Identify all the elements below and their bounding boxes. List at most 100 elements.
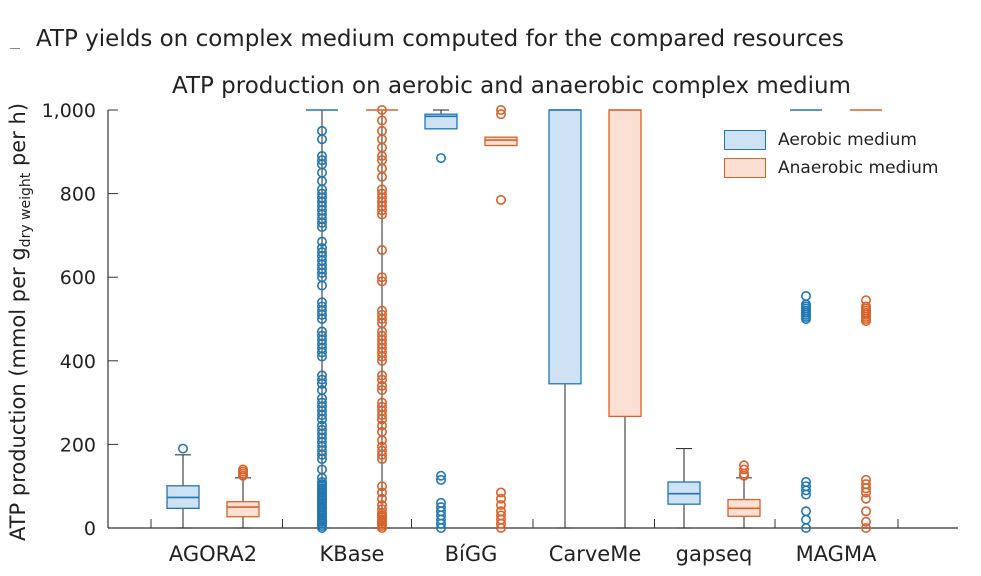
outlier-point-aerobic <box>800 291 811 302</box>
x-tick-label: MAGMA <box>796 542 878 566</box>
outlier-point-anaerobic <box>495 194 506 205</box>
outlier-point-anaerobic <box>495 487 506 498</box>
outlier-point-aerobic <box>316 242 327 253</box>
outlier-point-anaerobic <box>376 481 387 492</box>
outlier-point-anaerobic <box>376 272 387 283</box>
outlier-point-anaerobic <box>376 370 387 381</box>
outlier-point-aerobic <box>316 464 327 475</box>
outlier-point-aerobic <box>178 443 189 454</box>
outlier-point-aerobic <box>435 470 446 481</box>
outlier-point-aerobic <box>435 497 446 508</box>
outlier-point-anaerobic <box>376 380 387 391</box>
outlier-point-anaerobic <box>376 330 387 341</box>
outlier-point-anaerobic <box>238 464 249 475</box>
x-tick-label: CarveMe <box>549 542 642 566</box>
y-tick-label: 600 <box>60 267 96 289</box>
box-aerobic <box>548 109 582 385</box>
outlier-point-aerobic <box>316 385 327 396</box>
x-tick-label: gapseq <box>676 542 753 566</box>
outlier-point-anaerobic <box>376 184 387 195</box>
y-tick-label: 800 <box>60 184 96 206</box>
outlier-point-anaerobic <box>860 474 871 485</box>
outlier-point-anaerobic <box>495 500 506 511</box>
outlier-point-aerobic <box>316 326 327 337</box>
outlier-point-anaerobic <box>376 445 387 456</box>
outlier-point-anaerobic <box>376 188 387 199</box>
outlier-point-aerobic <box>435 474 446 485</box>
outlier-point-aerobic <box>316 150 327 161</box>
outlier-point-anaerobic <box>860 506 871 517</box>
legend-label-aerobic: Aerobic medium <box>778 130 917 150</box>
outlier-point-anaerobic <box>376 374 387 385</box>
x-tick-label: AGORA2 <box>169 542 257 566</box>
legend-swatch-aerobic <box>724 130 766 150</box>
legend-item-anaerobic: Anaerobic medium <box>724 154 938 182</box>
outlier-point-anaerobic <box>376 401 387 412</box>
outlier-point-aerobic <box>316 477 327 488</box>
box-anaerobic <box>484 136 518 147</box>
outlier-point-aerobic <box>800 514 811 525</box>
x-tick-label: KBase <box>320 542 385 566</box>
outlier-point-anaerobic <box>376 305 387 316</box>
outlier-point-anaerobic <box>860 301 871 312</box>
outlier-point-anaerobic <box>495 493 506 504</box>
legend-item-aerobic: Aerobic medium <box>724 126 938 154</box>
outlier-point-anaerobic <box>376 385 387 396</box>
outlier-point-anaerobic <box>376 487 387 498</box>
outlier-point-aerobic <box>316 370 327 381</box>
outlier-point-anaerobic <box>376 245 387 256</box>
outlier-point-anaerobic <box>495 109 506 120</box>
title-dash-mark <box>10 48 20 49</box>
outlier-point-anaerobic <box>376 500 387 511</box>
box-anaerobic <box>226 501 260 518</box>
box-aerobic <box>424 113 458 130</box>
outlier-point-anaerobic <box>376 125 387 136</box>
outlier-point-anaerobic <box>376 105 387 116</box>
outlier-point-aerobic <box>316 397 327 408</box>
y-tick-label: 200 <box>60 434 96 456</box>
outlier-point-aerobic <box>316 125 327 136</box>
figure-title: ATP yields on complex medium computed fo… <box>36 26 844 52</box>
outlier-point-anaerobic <box>376 155 387 166</box>
legend-swatch-anaerobic <box>724 158 766 178</box>
x-tick-label: BíGG <box>445 542 498 566</box>
y-tick-label: 0 <box>84 518 96 540</box>
outlier-point-anaerobic <box>738 464 749 475</box>
outlier-point-aerobic <box>800 477 811 488</box>
outlier-point-aerobic <box>316 301 327 312</box>
outlier-point-aerobic <box>316 424 327 435</box>
outlier-point-aerobic <box>316 247 327 258</box>
chart-title: ATP production on aerobic and anaerobic … <box>172 73 851 99</box>
outlier-point-anaerobic <box>376 426 387 437</box>
outlier-point-aerobic <box>316 374 327 385</box>
outlier-point-aerobic <box>435 153 446 164</box>
outlier-point-aerobic <box>435 502 446 513</box>
outlier-point-anaerobic <box>376 309 387 320</box>
outlier-point-anaerobic <box>376 276 387 287</box>
outlier-point-anaerobic <box>376 115 387 126</box>
outlier-point-aerobic <box>800 481 811 492</box>
outlier-point-anaerobic <box>860 522 871 533</box>
outlier-point-aerobic <box>316 330 327 341</box>
outlier-point-aerobic <box>316 297 327 308</box>
outlier-point-aerobic <box>316 236 327 247</box>
outlier-point-anaerobic <box>495 510 506 521</box>
legend-label-anaerobic: Anaerobic medium <box>778 158 939 178</box>
outlier-point-anaerobic <box>376 504 387 515</box>
outlier-point-aerobic <box>316 420 327 431</box>
y-tick-label: 1,000 <box>42 100 96 122</box>
outlier-point-anaerobic <box>376 397 387 408</box>
outlier-point-anaerobic <box>860 493 871 504</box>
outlier-point-anaerobic <box>376 493 387 504</box>
outlier-point-anaerobic <box>495 105 506 116</box>
outlier-point-anaerobic <box>860 479 871 490</box>
outlier-point-anaerobic <box>376 441 387 452</box>
outlier-point-aerobic <box>316 188 327 199</box>
outlier-point-anaerobic <box>860 295 871 306</box>
outlier-point-anaerobic <box>738 460 749 471</box>
legend: Aerobic medium Anaerobic medium <box>724 126 938 182</box>
box-anaerobic <box>608 109 642 418</box>
outlier-point-aerobic <box>316 155 327 166</box>
y-tick-label: 400 <box>60 351 96 373</box>
